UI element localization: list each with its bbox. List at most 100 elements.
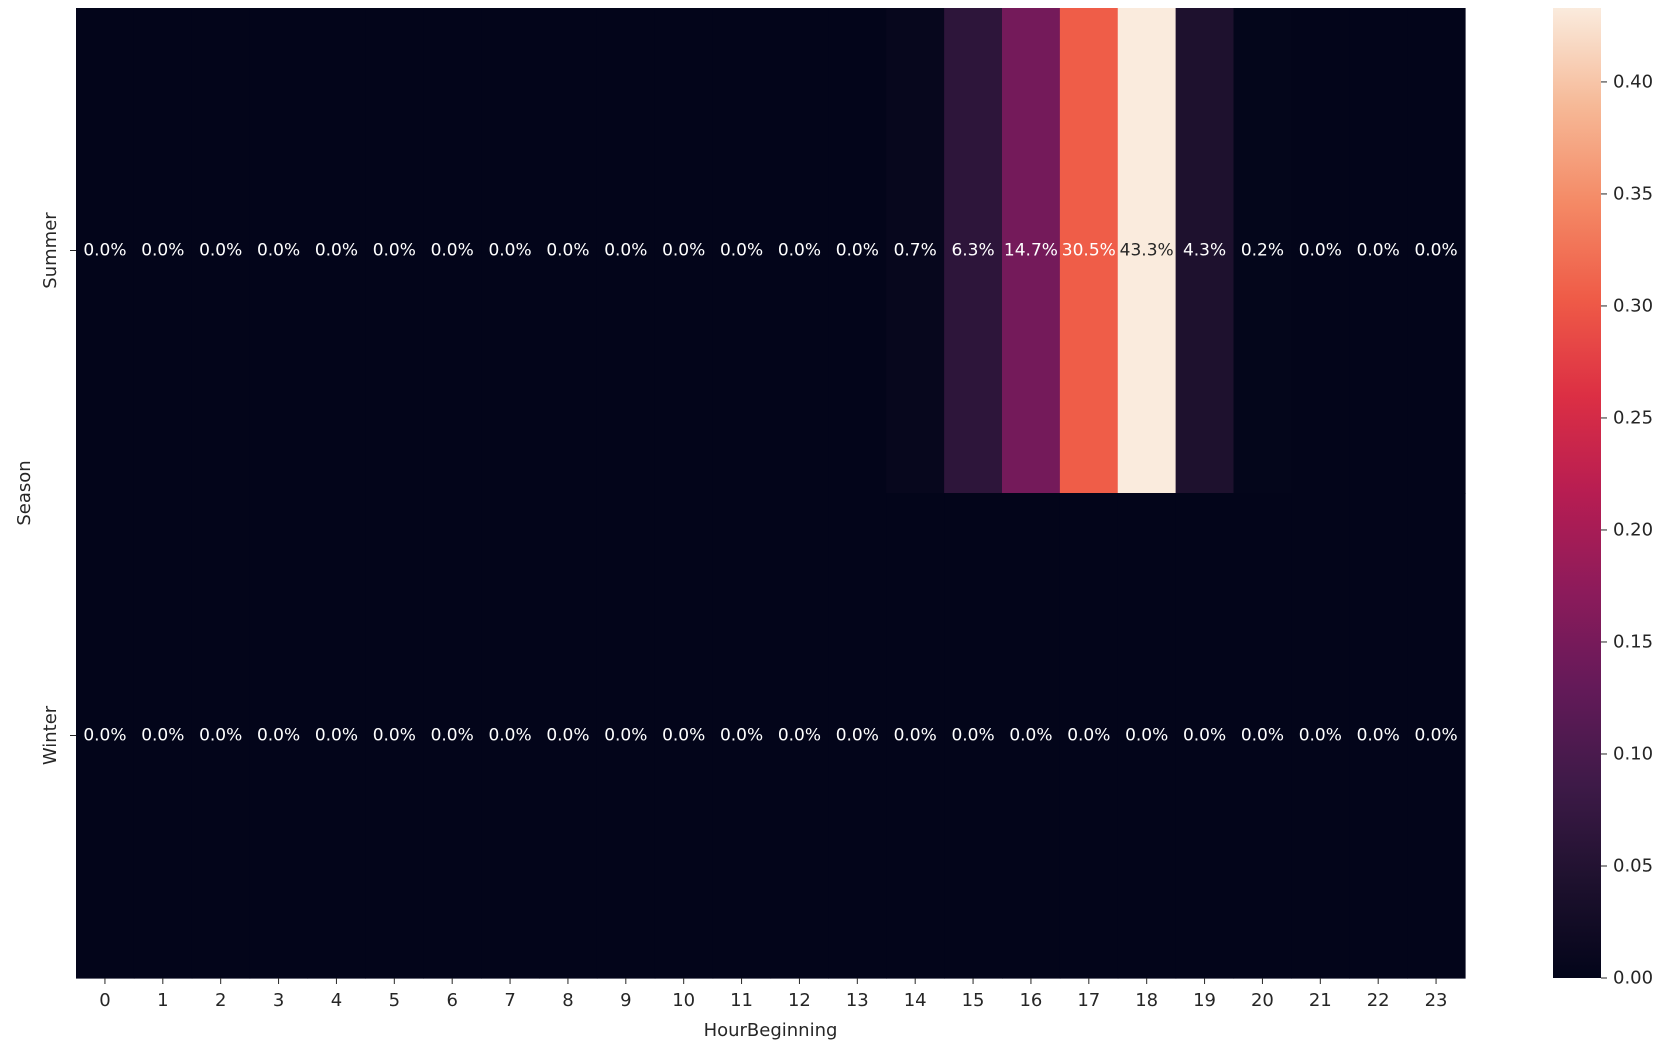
heatmap-cell: [712, 8, 772, 494]
cell-annotation: 0.0%: [546, 726, 589, 746]
cell-annotation: 0.0%: [720, 241, 763, 261]
heatmap-cell: [307, 493, 366, 979]
cell-annotation: 0.0%: [1299, 241, 1342, 261]
cell-annotation: 0.0%: [199, 241, 242, 261]
x-tick-label: 7: [504, 990, 515, 1011]
heatmap-cell: [365, 493, 424, 979]
x-tick-label: 10: [672, 990, 695, 1011]
cell-annotation: 0.0%: [1241, 726, 1284, 746]
heatmap-cell: [770, 8, 829, 494]
cell-annotation: 0.0%: [83, 726, 126, 746]
heatmap-cell: [1059, 493, 1119, 979]
heatmap-cell: [596, 8, 656, 494]
x-axis-label: HourBeginning: [704, 1020, 838, 1041]
heatmap-cell: [1233, 493, 1292, 979]
cell-annotation: 0.0%: [315, 726, 358, 746]
colorbar-ticks: 0.00 0.05 0.10 0.15 0.20 0.25 0.30 0.35 0.40: [1601, 71, 1653, 989]
y-tick-label: Summer: [40, 212, 61, 289]
x-tick-label: 18: [1135, 990, 1158, 1011]
cell-annotation: 0.0%: [1357, 726, 1400, 746]
colorbar-tick-label: 0.00: [1613, 968, 1653, 989]
heatmap-cell: [1407, 493, 1466, 979]
y-tick-label: Winter: [40, 705, 61, 765]
heatmap-cell: [423, 8, 482, 494]
heatmap-cell: [191, 8, 251, 494]
heatmap-cell: [886, 8, 945, 494]
cell-annotation: 43.3%: [1120, 241, 1174, 261]
cell-annotation: 0.0%: [951, 726, 994, 746]
heatmap-cell: [654, 8, 714, 494]
x-tick-label: 9: [620, 990, 631, 1011]
cell-annotation: 0.0%: [141, 241, 184, 261]
heatmap-cell: [423, 493, 482, 979]
cell-annotation: 14.7%: [1004, 241, 1058, 261]
heatmap-cell: [133, 8, 193, 494]
heatmap-cell: [828, 493, 887, 979]
cell-annotation: 0.0%: [1414, 241, 1457, 261]
cell-annotation: 0.0%: [1299, 726, 1342, 746]
heatmap-cell: [1233, 8, 1292, 494]
heatmap-cell: [481, 8, 540, 494]
cell-annotation: 0.0%: [431, 241, 474, 261]
colorbar-tick-label: 0.15: [1613, 631, 1653, 652]
cell-annotation: 0.0%: [488, 241, 531, 261]
x-tick-label: 4: [331, 990, 342, 1011]
cell-annotation: 0.0%: [720, 726, 763, 746]
heatmap-cell-labels: 0.0% 0.0% 0.0% 0.0% 0.0% 0.0% 0.0% 0.0% 0.0% 0.0%…: [83, 241, 1457, 746]
colorbar-tick-label: 0.30: [1613, 295, 1653, 316]
cell-annotation: 0.0%: [488, 726, 531, 746]
cell-annotation: 0.0%: [546, 241, 589, 261]
colorbar-tick-label: 0.05: [1613, 855, 1653, 876]
heatmap-cells: [76, 8, 1466, 979]
x-tick-label: 2: [215, 990, 226, 1011]
cell-annotation: 0.0%: [1183, 726, 1226, 746]
cell-annotation: 0.0%: [1414, 726, 1457, 746]
heatmap-cell: [1291, 8, 1350, 494]
x-tick-label: 21: [1309, 990, 1332, 1011]
colorbar: [1553, 8, 1601, 978]
heatmap-cell: [249, 493, 309, 979]
cell-annotation: 30.5%: [1062, 241, 1116, 261]
heatmap-cell: [1117, 8, 1177, 494]
heatmap-cell: [1059, 8, 1119, 494]
cell-annotation: 0.0%: [257, 241, 300, 261]
heatmap-cell: [1002, 493, 1061, 979]
heatmap-cell: [307, 8, 366, 494]
x-tick-label: 14: [904, 990, 927, 1011]
cell-annotation: 0.0%: [199, 726, 242, 746]
x-tick-label: 16: [1019, 990, 1042, 1011]
heatmap-cell: [828, 8, 887, 494]
cell-annotation: 0.0%: [373, 726, 416, 746]
colorbar-tick-label: 0.25: [1613, 407, 1653, 428]
heatmap-cell: [886, 493, 945, 979]
x-tick-label: 13: [846, 990, 869, 1011]
cell-annotation: 0.0%: [836, 241, 879, 261]
x-tick-label: 8: [562, 990, 573, 1011]
cell-annotation: 0.0%: [373, 241, 416, 261]
x-tick-label: 6: [446, 990, 457, 1011]
cell-annotation: 0.0%: [83, 241, 126, 261]
y-axis: Summer Winter: [40, 212, 76, 765]
heatmap-cell: [249, 8, 309, 494]
heatmap-cell: [481, 493, 540, 979]
x-axis: 0 1 2 3 4 5 6 7 8 9 10 11 12 13 14 15 16 17 18 19 20 21 22 23: [99, 978, 1448, 1011]
cell-annotation: 0.0%: [894, 726, 937, 746]
x-tick-label: 3: [273, 990, 284, 1011]
x-tick-label: 20: [1251, 990, 1274, 1011]
x-tick-label: 0: [99, 990, 110, 1011]
heatmap-cell: [712, 493, 772, 979]
cell-annotation: 0.0%: [257, 726, 300, 746]
colorbar-tick-label: 0.10: [1613, 743, 1653, 764]
cell-annotation: 0.0%: [431, 726, 474, 746]
heatmap-cell: [76, 493, 135, 979]
heatmap-cell: [133, 493, 193, 979]
cell-annotation: 0.0%: [1009, 726, 1052, 746]
cell-annotation: 0.0%: [315, 241, 358, 261]
heatmap-cell: [1349, 8, 1408, 494]
heatmap-cell: [191, 493, 251, 979]
cell-annotation: 0.0%: [778, 241, 821, 261]
heatmap-cell: [1175, 8, 1235, 494]
y-axis-label: Season: [14, 460, 35, 525]
cell-annotation: 0.0%: [1357, 241, 1400, 261]
